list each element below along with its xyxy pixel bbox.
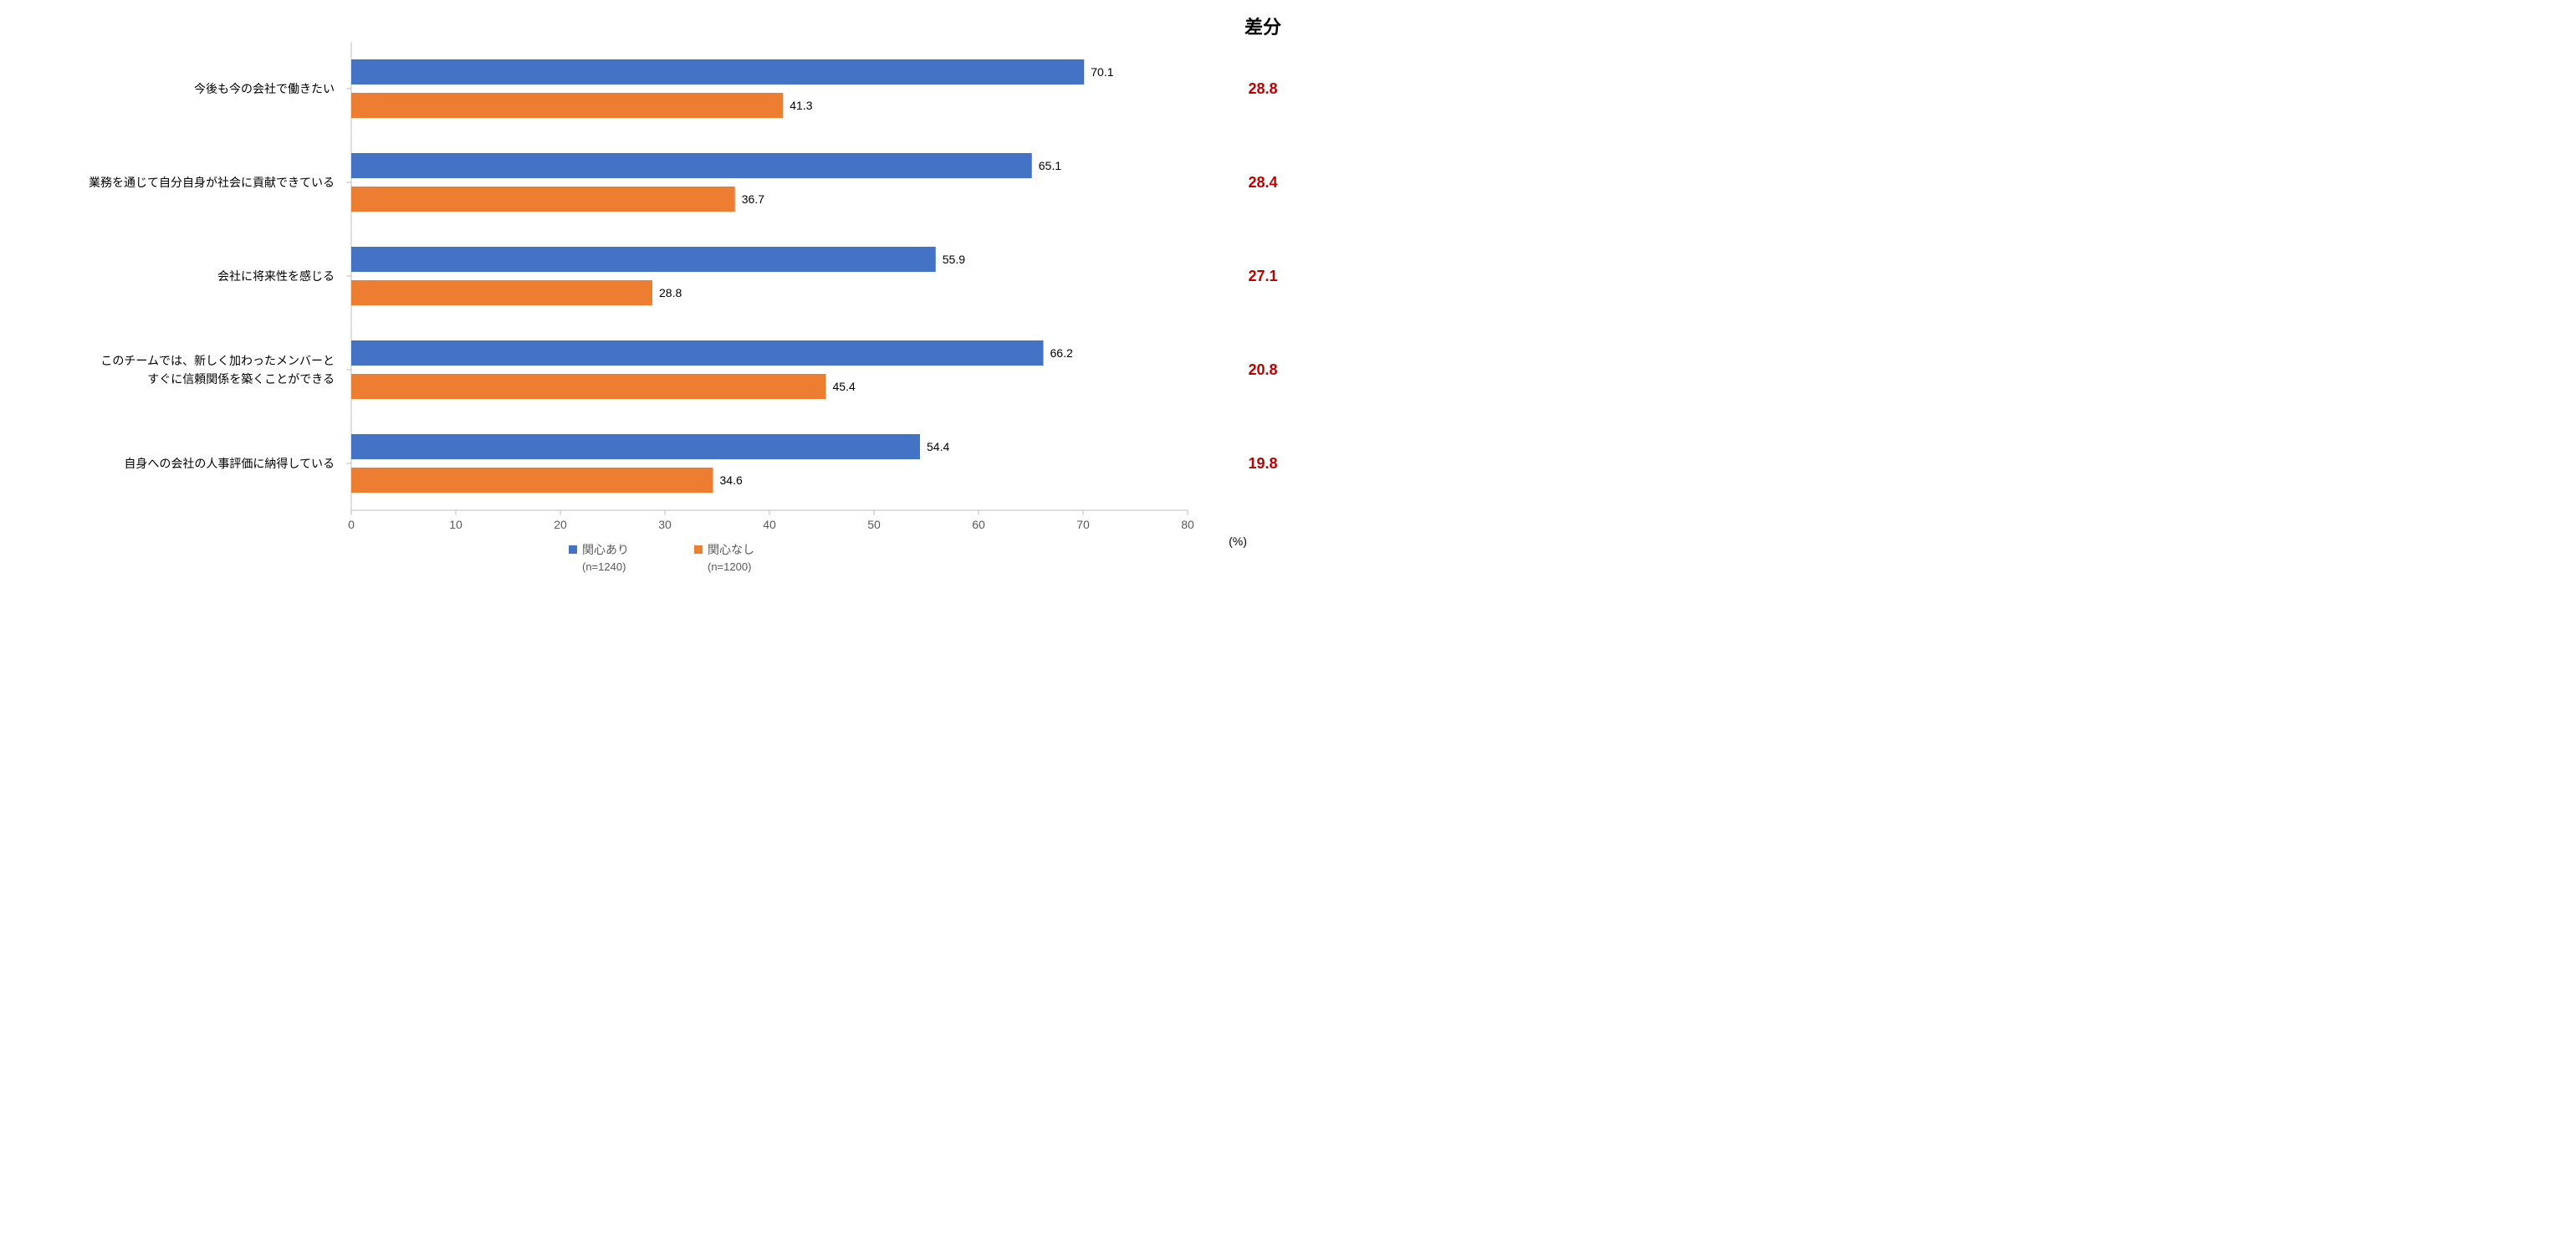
x-tick-label: 70 — [1076, 518, 1090, 531]
diff-value: 28.4 — [1248, 174, 1277, 191]
x-tick-label: 10 — [449, 518, 463, 531]
bar-series2 — [351, 468, 713, 493]
x-tick-label: 40 — [763, 518, 776, 531]
legend-sub-1: (n=1240) — [582, 560, 626, 573]
chart-container: 01020304050607080差分(%)70.141.3今後も今の会社で働き… — [17, 17, 1271, 602]
category-label: すぐに信頼関係を築くことができる — [147, 372, 335, 386]
x-tick-label: 80 — [1181, 518, 1194, 531]
value-label: 66.2 — [1050, 346, 1073, 360]
bar-series2 — [351, 187, 735, 212]
category-label: 業務を通じて自分自身が社会に貢献できている — [89, 176, 335, 189]
value-label: 65.1 — [1039, 159, 1061, 172]
grouped-bar-chart: 0 10 20 30 40 50 60 70 80 差分 (%) 70.1 41.3 今後も今の会社で働き… — [17, 17, 1305, 636]
x-tick-label: 20 — [554, 518, 567, 531]
diff-value: 28.8 — [1248, 80, 1277, 97]
value-label: 45.4 — [833, 380, 856, 393]
bar-series1 — [351, 340, 1044, 366]
legend-label-1: 関心あり — [582, 543, 629, 556]
bar-series2 — [351, 374, 826, 399]
category-label: 会社に将来性を感じる — [217, 269, 335, 283]
diff-header: 差分 — [1245, 17, 1281, 38]
legend-swatch-1 — [569, 545, 577, 554]
bar-series1 — [351, 247, 936, 272]
value-label: 70.1 — [1091, 65, 1113, 79]
bar-series1 — [351, 434, 920, 459]
legend-sub-2: (n=1200) — [708, 560, 751, 573]
bar-series1 — [351, 59, 1084, 84]
value-label: 36.7 — [742, 192, 764, 206]
category-label: 今後も今の会社で働きたい — [194, 82, 335, 95]
diff-value: 20.8 — [1248, 361, 1277, 378]
x-tick-label: 30 — [658, 518, 672, 531]
value-label: 55.9 — [943, 253, 965, 266]
category-label: 自身への会社の人事評価に納得している — [124, 457, 335, 470]
diff-value: 27.1 — [1248, 268, 1277, 284]
value-label: 34.6 — [720, 473, 743, 487]
x-tick-label: 60 — [972, 518, 985, 531]
bar-series2 — [351, 93, 783, 118]
x-tick-label: 50 — [867, 518, 881, 531]
value-label: 54.4 — [927, 440, 949, 453]
diff-value: 19.8 — [1248, 455, 1277, 472]
bar-series2 — [351, 280, 652, 305]
x-tick-label: 0 — [348, 518, 355, 531]
legend-label-2: 関心なし — [708, 543, 754, 556]
legend-swatch-2 — [694, 545, 703, 554]
value-label: 28.8 — [659, 286, 682, 299]
category-label: このチームでは、新しく加わったメンバーと — [100, 354, 335, 367]
value-label: 41.3 — [790, 99, 812, 112]
bar-series1 — [351, 153, 1032, 178]
unit-label: (%) — [1229, 535, 1247, 548]
